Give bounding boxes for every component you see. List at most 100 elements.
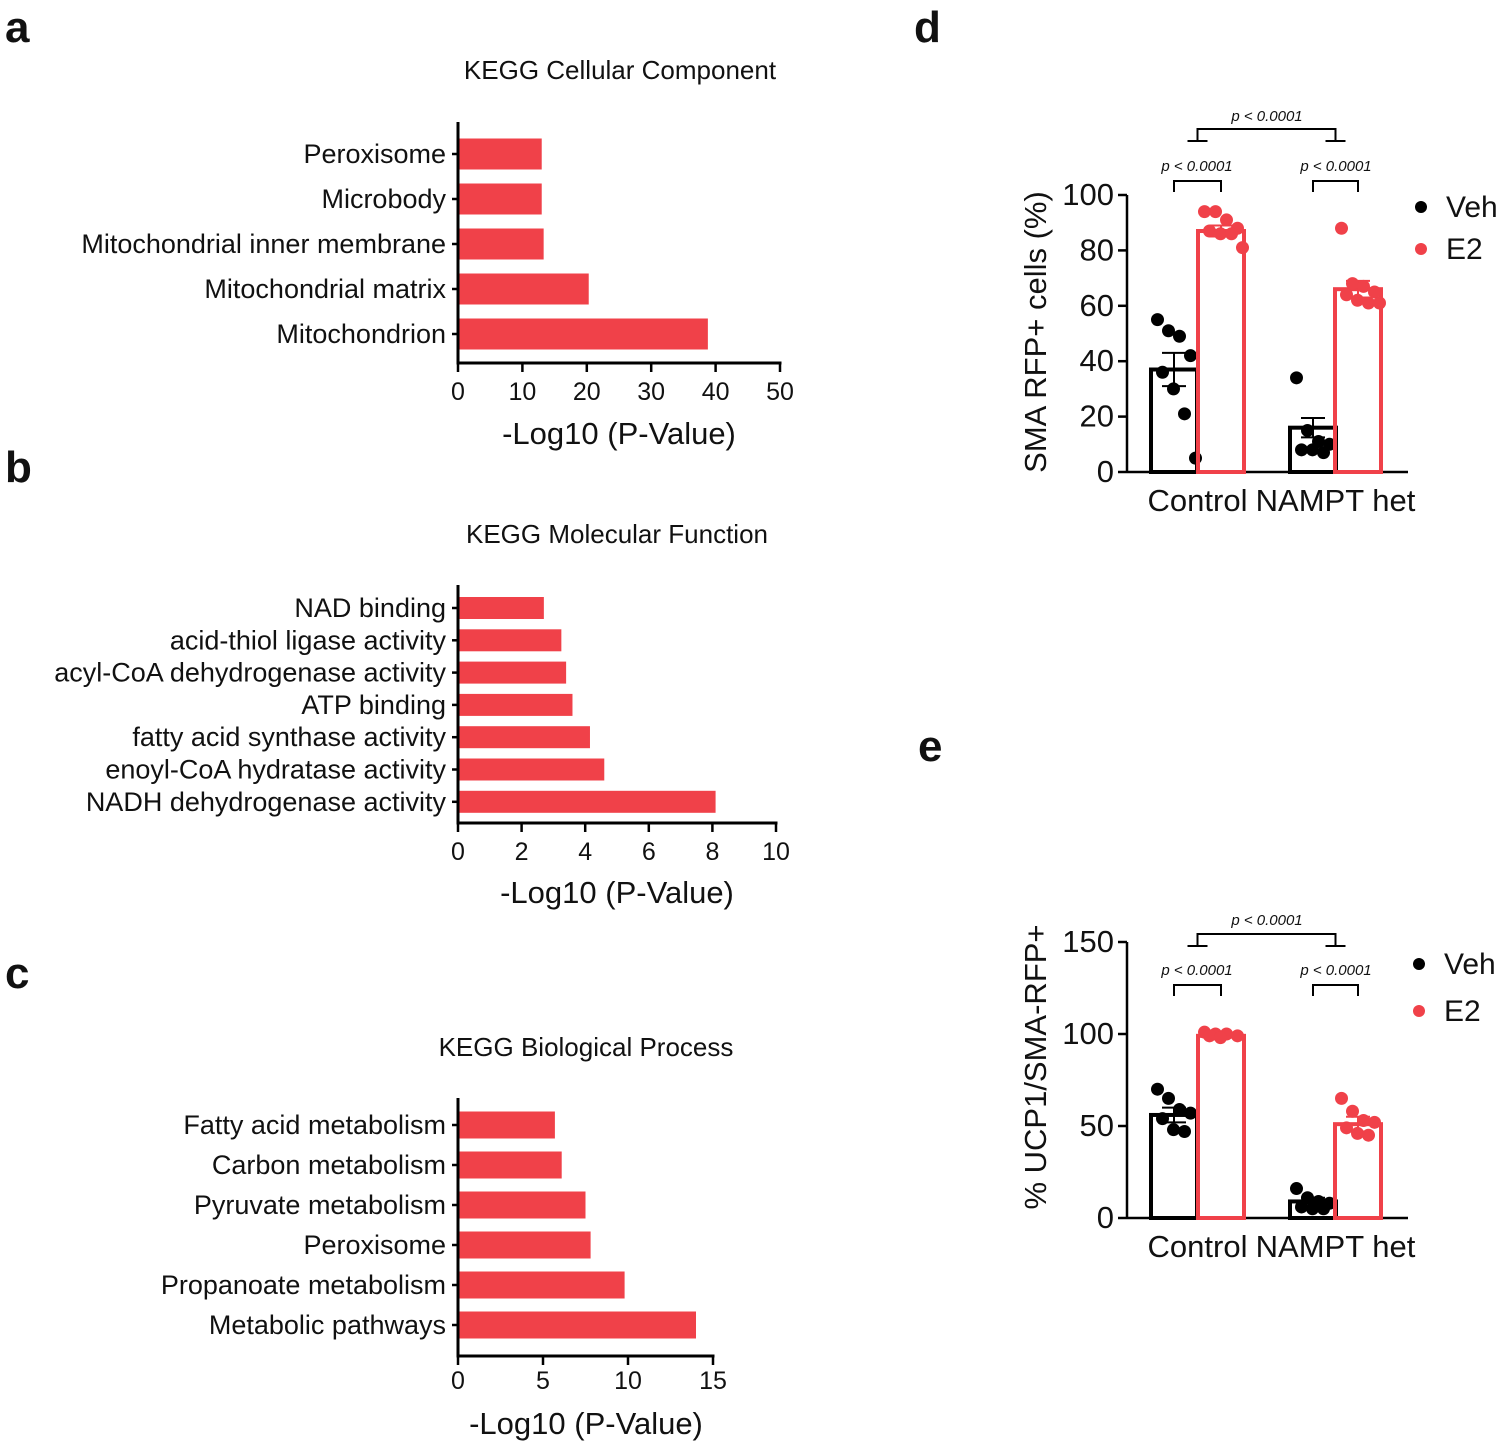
chart-e-data-point — [1178, 1125, 1191, 1139]
chart-d-bar — [1333, 287, 1383, 474]
chart-a-x-tick-label: 50 — [766, 378, 794, 406]
chart-b-bar — [459, 726, 590, 749]
chart-b-bar — [459, 661, 567, 684]
chart-d-y-tick-label: 20 — [1080, 399, 1114, 434]
chart-b-bar — [459, 597, 544, 619]
chart-d-data-point — [1357, 279, 1370, 293]
chart-a-x-tick-label: 0 — [451, 378, 465, 406]
chart-a-bar — [459, 318, 708, 350]
chart-d-data-point — [1362, 296, 1375, 310]
chart-d-data-point — [1346, 277, 1359, 291]
chart-d-pvalue-control: p < 0.0001 — [1160, 158, 1232, 175]
chart-a-x-tick-label: 20 — [573, 378, 601, 406]
chart-c-x-tick-label: 0 — [451, 1367, 465, 1395]
chart-e-data-point — [1335, 1091, 1348, 1105]
chart-e-data-point — [1173, 1102, 1186, 1116]
chart-c-category-label: Propanoate metabolism — [161, 1270, 446, 1300]
chart-c-bar — [459, 1271, 625, 1299]
chart-a-xlabel: -Log10 (P-Value) — [502, 416, 736, 451]
chart-d-y-tick-label: 60 — [1080, 288, 1114, 323]
chart-d-significance-bracket — [1173, 180, 1222, 192]
chart-c-bar — [459, 1311, 696, 1339]
chart-c-bar — [459, 1191, 586, 1219]
chart-a-category-label: Mitochondrion — [276, 319, 446, 349]
chart-e-pvalue-nampt: p < 0.0001 — [1299, 962, 1371, 979]
chart-b-x-tick-label: 10 — [762, 838, 790, 866]
chart-a-bar — [459, 183, 542, 215]
chart-c-bar — [459, 1231, 591, 1259]
chart-e-data-point — [1151, 1082, 1164, 1096]
chart-c-bar — [459, 1151, 562, 1179]
legend-d-veh-marker — [1415, 201, 1427, 213]
chart-d-data-point — [1236, 241, 1249, 255]
chart-e-y-tick-label: 50 — [1080, 1108, 1114, 1143]
chart-e-significance-bracket — [1312, 984, 1359, 996]
chart-b-x-tick-label: 2 — [515, 838, 529, 866]
chart-e-data-point — [1156, 1112, 1169, 1126]
chart-a-x-tick-label: 10 — [508, 378, 536, 406]
chart-d-data-point — [1162, 324, 1175, 338]
chart-e-data-point — [1203, 1029, 1216, 1043]
chart-e-data-point — [1317, 1202, 1330, 1216]
chart-e-data-point — [1184, 1106, 1197, 1120]
chart-d-y-tick-label: 40 — [1080, 343, 1114, 378]
chart-a-category-label: Mitochondrial inner membrane — [81, 229, 446, 259]
chart-d-data-point — [1225, 227, 1238, 241]
legend-e-veh-marker — [1413, 958, 1425, 970]
chart-a-x-tick-label: 40 — [702, 378, 730, 406]
chart-c-category-label: Peroxisome — [303, 1230, 446, 1260]
chart-e-y-tick-label: 150 — [1062, 924, 1114, 959]
chart-b-category-label: enoyl-CoA hydratase activity — [105, 755, 446, 785]
chart-e-data-point — [1167, 1123, 1180, 1137]
chart-d-category-label: NAMPT het — [1256, 483, 1416, 518]
chart-e-data-point — [1231, 1029, 1244, 1043]
chart-b-bar — [459, 693, 573, 716]
chart-e-category-label: Control — [1148, 1229, 1248, 1264]
chart-d-data-point — [1335, 221, 1348, 235]
legend-d-e2-marker — [1415, 243, 1427, 255]
chart-d-data-point — [1198, 205, 1211, 219]
chart-d-data-point — [1373, 296, 1386, 310]
chart-d-pvalue-groups: p < 0.0001 — [1230, 108, 1302, 125]
chart-d-y-tick-label: 0 — [1097, 454, 1114, 489]
legend-e-e2-label: E2 — [1444, 995, 1481, 1028]
chart-c-category-label: Metabolic pathways — [209, 1310, 446, 1340]
chart-e-data-point — [1162, 1091, 1175, 1105]
panel-letter-a: a — [5, 3, 30, 52]
chart-e-data-point — [1346, 1104, 1359, 1118]
chart-c-category-label: Carbon metabolism — [212, 1150, 446, 1180]
chart-c-x-tick-label: 5 — [536, 1367, 550, 1395]
chart-e-category-label: NAMPT het — [1256, 1229, 1416, 1264]
chart-d-y-tick-label: 100 — [1062, 177, 1114, 212]
chart-a-category-label: Microbody — [321, 184, 446, 214]
chart-d-data-point — [1189, 451, 1202, 465]
chart-c-category-label: Pyruvate metabolism — [194, 1190, 446, 1220]
chart-d-data-point — [1167, 382, 1180, 396]
chart-c-bar — [459, 1111, 555, 1139]
chart-d-data-point — [1156, 365, 1169, 379]
chart-b-title: KEGG Molecular Function — [466, 519, 768, 549]
chart-c-x-tick-label: 15 — [699, 1367, 727, 1395]
panel-letter-d: d — [914, 3, 941, 52]
chart-d-bar — [1196, 229, 1246, 474]
chart-d-data-point — [1340, 288, 1353, 302]
chart-a-category-label: Mitochondrial matrix — [204, 274, 446, 304]
chart-b-category-label: NAD binding — [294, 593, 446, 623]
chart-b-bar — [459, 758, 605, 781]
chart-d-data-point — [1317, 446, 1330, 460]
chart-b-bar — [459, 790, 716, 813]
legend-d-veh-label: Veh — [1446, 191, 1498, 224]
chart-e-data-point — [1357, 1113, 1370, 1127]
legend-e-veh-label: Veh — [1444, 948, 1496, 981]
chart-a-bar — [459, 138, 542, 170]
chart-d-data-point — [1220, 213, 1233, 227]
chart-b-x-tick-label: 6 — [642, 838, 656, 866]
chart-b-x-tick-label: 4 — [578, 838, 592, 866]
chart-d-data-point — [1184, 349, 1197, 363]
chart-d-significance-bracket — [1312, 180, 1359, 192]
chart-e-significance-bracket-groups — [1196, 933, 1337, 946]
chart-b-category-label: fatty acid synthase activity — [132, 722, 446, 752]
chart-a-bar — [459, 228, 544, 260]
chart-d-data-point — [1295, 443, 1308, 457]
chart-d-ylabel: SMA RFP+ cells (%) — [1018, 191, 1053, 473]
